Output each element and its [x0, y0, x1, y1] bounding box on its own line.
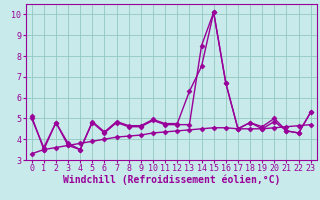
X-axis label: Windchill (Refroidissement éolien,°C): Windchill (Refroidissement éolien,°C) [62, 175, 280, 185]
